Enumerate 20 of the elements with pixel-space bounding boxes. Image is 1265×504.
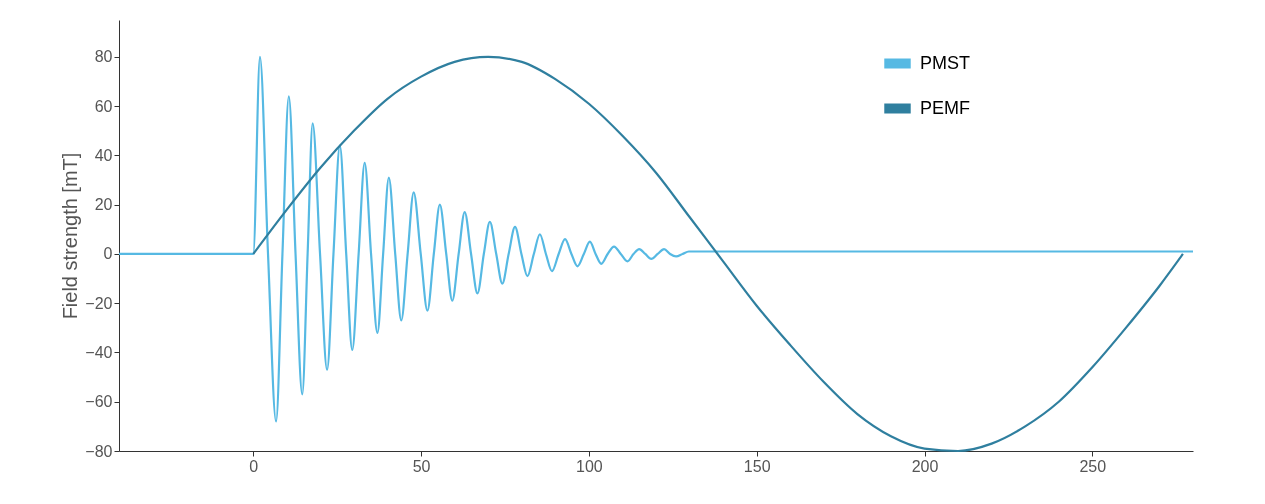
y-tick-label: −20 — [85, 294, 113, 312]
x-tick-label: 150 — [743, 457, 771, 475]
y-tick-label: −80 — [85, 442, 113, 460]
legend-label: PEMF — [920, 97, 971, 118]
y-tick-label: 40 — [94, 146, 113, 164]
y-tick-label: 20 — [94, 196, 113, 214]
x-tick-label: 200 — [911, 457, 939, 475]
y-axis-title: Field strength [mT] — [59, 152, 82, 320]
y-tick-label: −40 — [85, 343, 113, 361]
y-tick-label: 60 — [94, 97, 113, 115]
x-tick-label: 250 — [1079, 457, 1107, 475]
y-tick-label: 80 — [94, 48, 113, 66]
y-tick-label: 0 — [103, 245, 113, 263]
y-tick-label: −60 — [85, 393, 113, 411]
line-series — [117, 55, 1195, 423]
x-tick-label: 100 — [576, 457, 603, 475]
line-series — [252, 55, 1185, 453]
legend-label: PMST — [920, 52, 971, 73]
x-tick-label: 0 — [249, 457, 259, 475]
x-tick-label: 50 — [412, 457, 431, 475]
